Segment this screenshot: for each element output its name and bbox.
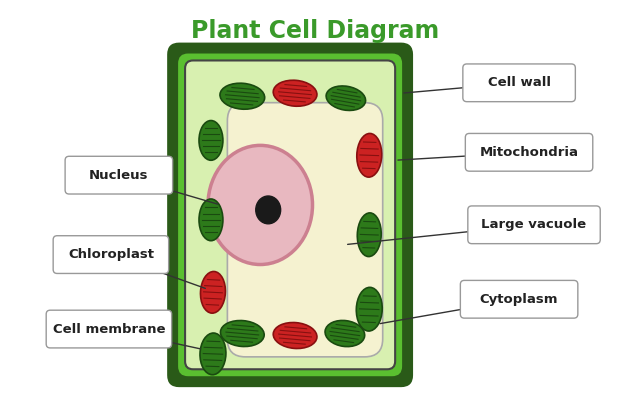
- FancyBboxPatch shape: [178, 53, 402, 376]
- Ellipse shape: [357, 287, 382, 331]
- Text: Large vacuole: Large vacuole: [481, 218, 587, 231]
- Ellipse shape: [220, 321, 264, 347]
- Ellipse shape: [273, 323, 317, 349]
- Text: Cytoplasm: Cytoplasm: [480, 293, 558, 306]
- FancyBboxPatch shape: [227, 103, 382, 357]
- FancyBboxPatch shape: [53, 236, 169, 274]
- FancyBboxPatch shape: [461, 280, 578, 318]
- FancyBboxPatch shape: [463, 64, 575, 102]
- Ellipse shape: [273, 80, 317, 106]
- Ellipse shape: [325, 320, 365, 347]
- Ellipse shape: [208, 145, 312, 264]
- Ellipse shape: [199, 199, 223, 241]
- Ellipse shape: [220, 83, 265, 109]
- Ellipse shape: [200, 333, 226, 375]
- Text: Chloroplast: Chloroplast: [68, 248, 154, 261]
- Text: Cell wall: Cell wall: [488, 76, 551, 89]
- FancyBboxPatch shape: [167, 42, 413, 387]
- Ellipse shape: [357, 213, 381, 257]
- Text: Mitochondria: Mitochondria: [479, 146, 578, 159]
- Ellipse shape: [326, 86, 365, 110]
- Ellipse shape: [256, 196, 280, 224]
- Text: Nucleus: Nucleus: [89, 169, 149, 182]
- Text: Cell membrane: Cell membrane: [53, 323, 165, 336]
- Ellipse shape: [199, 121, 223, 160]
- FancyBboxPatch shape: [468, 206, 600, 244]
- Ellipse shape: [200, 272, 226, 313]
- FancyBboxPatch shape: [466, 134, 593, 171]
- Text: Plant Cell Diagram: Plant Cell Diagram: [191, 19, 439, 43]
- FancyBboxPatch shape: [185, 61, 395, 369]
- FancyBboxPatch shape: [46, 310, 171, 348]
- FancyBboxPatch shape: [65, 156, 173, 194]
- Ellipse shape: [357, 134, 382, 177]
